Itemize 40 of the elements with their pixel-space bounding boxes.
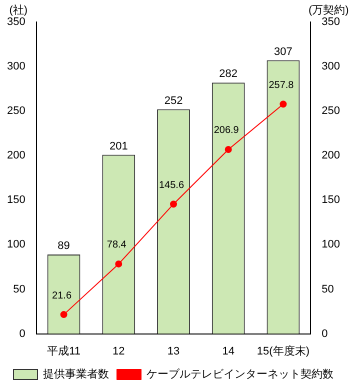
y2-tick-label: 300: [322, 60, 340, 73]
data-label: 89: [58, 240, 70, 252]
point: [280, 100, 287, 108]
data-label: 257.8: [268, 80, 294, 91]
y2-tick-label: 350: [322, 16, 340, 28]
y-tick-label: 200: [6, 150, 26, 162]
data-label: 78.4: [106, 240, 127, 251]
data-label: 307: [274, 46, 292, 58]
y2-tick-label: 50: [322, 283, 334, 296]
data-label: 21.6: [52, 290, 72, 302]
x-tick-label: 14: [222, 345, 234, 358]
point: [170, 200, 177, 208]
y-tick-label: 100: [6, 238, 26, 251]
x-tick-label: 15(年度末): [256, 344, 310, 358]
legend-label: ケーブルテレビインターネット契約数: [146, 368, 334, 381]
data-label: 201: [109, 140, 128, 152]
data-label: 145.6: [158, 180, 184, 191]
point: [224, 146, 232, 153]
y-tick-label: 50: [13, 283, 26, 296]
x-tick-label: 12: [112, 345, 125, 358]
y2-tick-label: 0: [322, 328, 328, 340]
x-tick-label: 13: [167, 345, 180, 358]
legend-label: 提供事業者数: [43, 368, 109, 381]
y-tick-label: 0: [19, 328, 26, 340]
y2-tick-label: 150: [322, 194, 340, 206]
y-axis-title: (社): [9, 4, 28, 17]
y-tick-label: 300: [6, 60, 26, 73]
x-tick-label: 平成11: [47, 344, 80, 358]
y2-axis-title: (万契約): [308, 4, 349, 17]
point: [115, 260, 122, 268]
y2-tick-label: 200: [322, 150, 340, 162]
data-label: 282: [219, 68, 238, 80]
y2-tick-label: 250: [322, 105, 340, 118]
y-tick-label: 150: [6, 194, 26, 206]
data-label: 252: [164, 94, 183, 107]
y2-tick-label: 100: [322, 238, 340, 251]
point: [60, 311, 68, 318]
y-tick-label: 250: [6, 105, 26, 118]
data-label: 206.9: [214, 125, 240, 136]
y-tick-label: 350: [6, 16, 26, 28]
